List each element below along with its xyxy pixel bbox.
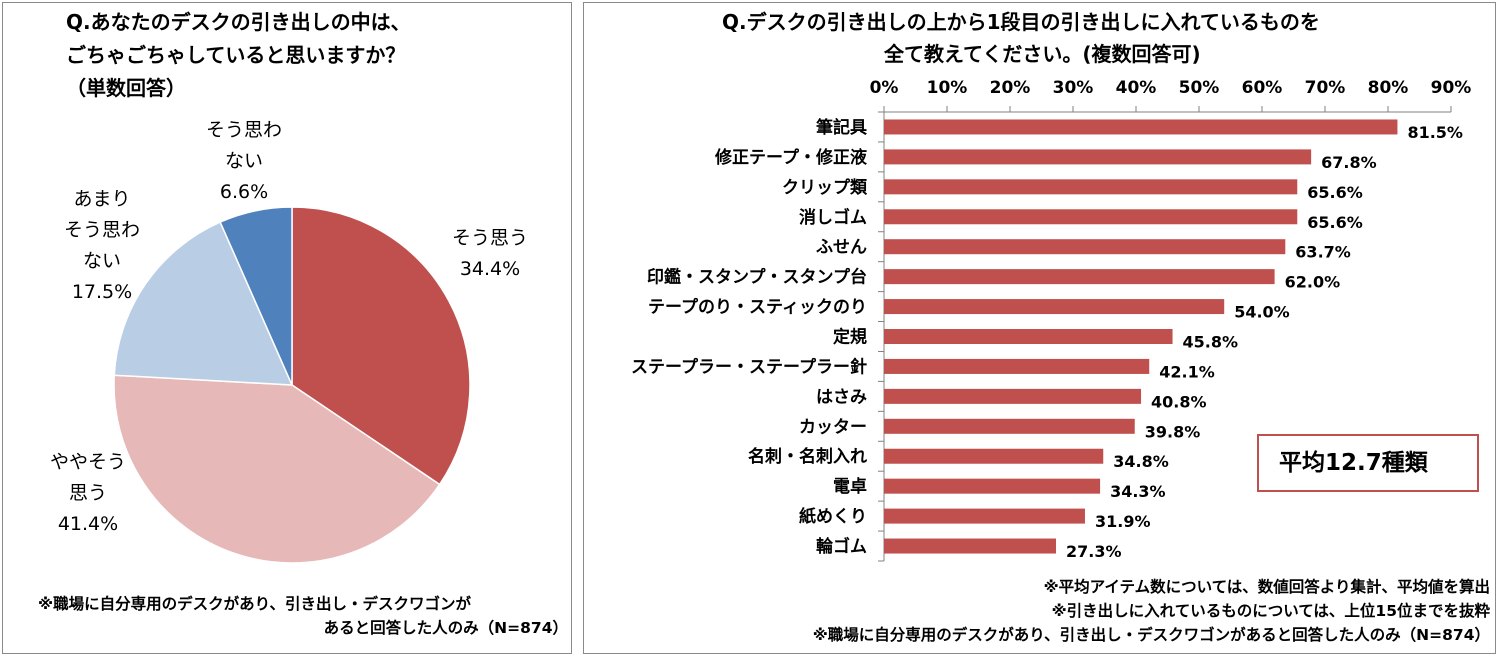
pie-note-line-1: ※職場に自分専用のデスクがあり、引き出し・デスクワゴンが bbox=[38, 595, 471, 613]
category-label: テープのり・スティックのり bbox=[648, 297, 867, 318]
category-label: ステープラー・ステープラー針 bbox=[631, 356, 867, 377]
pie-title-line-2: ごちゃごちゃしていると思いますか？ bbox=[66, 43, 406, 67]
pie-category-label: ややそう bbox=[50, 451, 126, 473]
pie-title-line-3: （単数回答） bbox=[66, 76, 186, 100]
pie-chart: そう思う34.4%ややそう思う41.4%あまりそう思わない17.5%そう思わない… bbox=[50, 119, 528, 564]
category-label: 電卓 bbox=[833, 476, 867, 497]
bar-value-label: 45.8% bbox=[1183, 333, 1239, 352]
bar bbox=[884, 358, 1150, 374]
pie-slice bbox=[291, 206, 471, 486]
category-label: 輪ゴム bbox=[816, 536, 867, 557]
pie-category-label: 思う bbox=[69, 482, 107, 504]
bar-value-label: 65.6% bbox=[1307, 183, 1363, 202]
bar bbox=[884, 269, 1275, 285]
pie-value-label: 34.4% bbox=[460, 258, 520, 280]
category-label: クリップ類 bbox=[782, 177, 868, 198]
pie-title-line-1: Q.あなたのデスクの引き出しの中は、 bbox=[66, 10, 411, 34]
category-label: 定規 bbox=[833, 327, 867, 348]
bar-value-label: 62.0% bbox=[1285, 273, 1341, 292]
x-tick-label: 20% bbox=[990, 78, 1031, 98]
category-label: カッター bbox=[799, 417, 867, 437]
x-tick-label: 60% bbox=[1242, 78, 1283, 98]
bar bbox=[884, 388, 1142, 404]
pie-value-label: 17.5% bbox=[72, 281, 132, 303]
category-label: 名刺・名刺入れ bbox=[748, 446, 867, 467]
x-tick-label: 70% bbox=[1305, 78, 1346, 98]
bar-value-label: 31.9% bbox=[1095, 512, 1151, 531]
bar-note-line-3: ※職場に自分専用のデスクがあり、引き出し・デスクワゴンがあると回答した人のみ（N… bbox=[812, 626, 1490, 644]
bar-title-line-2: 全て教えてください。(複数回答可) bbox=[884, 42, 1201, 66]
x-tick-label: 80% bbox=[1368, 78, 1409, 98]
x-tick-label: 40% bbox=[1116, 78, 1157, 98]
bar-value-label: 40.8% bbox=[1151, 392, 1207, 411]
pie-category-label: あまり bbox=[73, 188, 130, 210]
pie-category-label: ない bbox=[83, 250, 121, 272]
category-label: 修正テープ・修正液 bbox=[714, 147, 867, 168]
bar bbox=[884, 508, 1085, 524]
bar bbox=[884, 119, 1398, 135]
average-items-box: 平均12.7種類 bbox=[1257, 434, 1479, 492]
pie-note-line-2: あると回答した人のみ（N=874） bbox=[323, 619, 568, 637]
bar-value-label: 67.8% bbox=[1321, 153, 1377, 172]
bar-value-label: 39.8% bbox=[1145, 422, 1201, 441]
category-label: 紙めくり bbox=[799, 506, 867, 527]
bar bbox=[884, 209, 1298, 225]
pie-category-label: ない bbox=[225, 150, 263, 172]
x-tick-label: 0% bbox=[870, 78, 899, 98]
bar bbox=[884, 149, 1312, 165]
bar-value-label: 34.3% bbox=[1110, 482, 1166, 501]
x-tick-label: 30% bbox=[1053, 78, 1094, 98]
bar bbox=[884, 448, 1104, 464]
category-label: 印鑑・スタンプ・スタンプ台 bbox=[647, 267, 867, 288]
bar bbox=[884, 478, 1101, 494]
bar-value-label: 34.8% bbox=[1113, 452, 1169, 471]
bar-note-line-1: ※平均アイテム数については、数値回答より集計、平均値を算出 bbox=[1043, 578, 1490, 596]
bar-note-line-2: ※引き出しに入れているものについては、上位15位までを抜粋 bbox=[1051, 602, 1490, 620]
bar-title-line-1: Q.デスクの引き出しの上から1段目の引き出しに入れているものを bbox=[722, 10, 1320, 34]
category-label: 消しゴム bbox=[799, 207, 867, 228]
bar-value-label: 81.5% bbox=[1407, 123, 1463, 142]
category-label: ふせん bbox=[816, 238, 867, 258]
x-tick-label: 10% bbox=[927, 78, 968, 98]
bar bbox=[884, 299, 1225, 315]
pie-value-label: 6.6% bbox=[220, 181, 268, 203]
bar bbox=[884, 418, 1135, 434]
pie-category-label: そう思わ bbox=[64, 219, 140, 241]
category-label: はさみ bbox=[816, 387, 867, 407]
bar bbox=[884, 329, 1173, 344]
pie-slice bbox=[113, 374, 441, 564]
bar-value-label: 63.7% bbox=[1295, 243, 1351, 262]
bar bbox=[884, 538, 1056, 554]
bar-value-label: 42.1% bbox=[1159, 362, 1215, 381]
x-tick-label: 90% bbox=[1431, 78, 1472, 98]
bar bbox=[884, 179, 1298, 195]
pie-slice bbox=[113, 221, 294, 386]
bar-value-label: 54.0% bbox=[1234, 303, 1290, 322]
pie-category-label: そう思う bbox=[452, 227, 528, 249]
pie-slice bbox=[219, 206, 293, 386]
pie-category-label: そう思わ bbox=[206, 119, 282, 141]
x-tick-label: 50% bbox=[1179, 78, 1220, 98]
bar-value-label: 65.6% bbox=[1307, 213, 1363, 232]
bar-value-label: 27.3% bbox=[1066, 542, 1122, 561]
pie-value-label: 41.4% bbox=[58, 513, 118, 535]
category-label: 筆記具 bbox=[816, 117, 867, 138]
bar bbox=[884, 239, 1286, 255]
